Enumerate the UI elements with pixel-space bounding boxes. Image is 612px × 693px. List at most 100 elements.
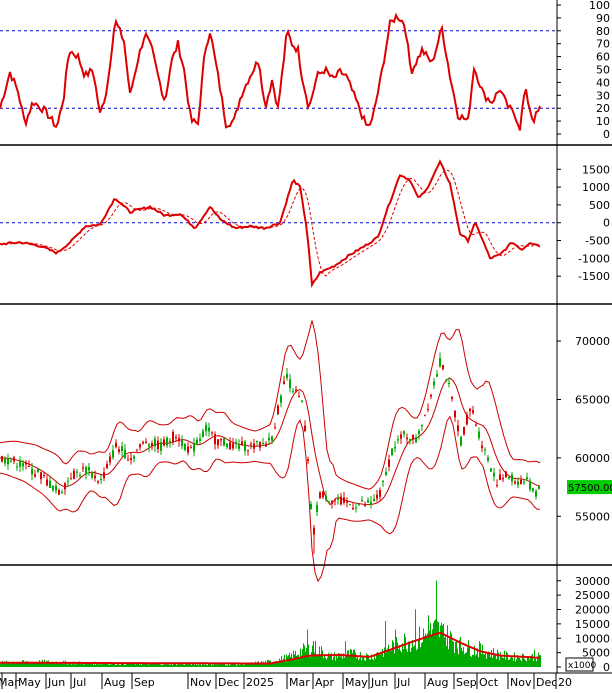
volume-bar: [319, 646, 320, 667]
volume-bar: [10, 662, 11, 667]
volume-bar: [186, 663, 187, 667]
volume-bar: [236, 665, 237, 667]
volume-bar: [105, 663, 106, 667]
volume-bar: [181, 664, 182, 667]
volume-bar: [445, 634, 446, 667]
candle-body: [517, 481, 519, 486]
volume-bar: [514, 652, 515, 667]
candle-body: [259, 442, 261, 448]
volume-bar: [253, 663, 254, 667]
candle-body: [424, 414, 426, 416]
volume-bar: [64, 661, 65, 667]
volume-bar: [194, 664, 195, 667]
volume-bar: [356, 658, 357, 667]
volume-bar: [418, 638, 419, 667]
candle-body: [190, 447, 192, 449]
candle-body: [214, 434, 216, 445]
candle-body: [244, 441, 246, 452]
candle-body: [232, 443, 234, 449]
volume-bar: [310, 657, 311, 667]
volume-bar: [537, 658, 538, 667]
candle-body: [487, 457, 489, 461]
candle-body: [37, 469, 39, 472]
candle-body: [79, 475, 81, 477]
volume-bar: [25, 661, 26, 667]
candle-body: [499, 474, 501, 481]
volume-bar: [429, 630, 430, 667]
volume-bar: [148, 664, 149, 667]
volume-bar: [239, 665, 240, 667]
volume-bar: [489, 652, 490, 667]
volume-bar: [83, 664, 84, 667]
volume-bar: [119, 664, 120, 667]
candle-body: [292, 391, 294, 393]
volume-bar: [229, 665, 230, 667]
x-tick-label: Mar: [289, 676, 310, 689]
volume-bar: [522, 653, 523, 667]
volume-bar: [337, 658, 338, 667]
volume-bar: [357, 655, 358, 667]
candle-body: [235, 441, 237, 444]
volume-bar: [470, 655, 471, 667]
volume-bar: [510, 657, 511, 667]
candle-body: [388, 459, 390, 467]
volume-bar: [92, 663, 93, 667]
volume-bar: [457, 648, 458, 667]
volume-bar: [394, 653, 395, 667]
volume-bar: [383, 656, 384, 667]
volume-bar: [26, 660, 27, 667]
volume-bar: [141, 664, 142, 667]
candle-body: [199, 438, 201, 441]
volume-bar: [227, 665, 228, 667]
volume-bar: [57, 662, 58, 667]
volume-bar: [2, 661, 3, 667]
candle-body: [46, 479, 48, 486]
candle-body: [475, 424, 477, 426]
volume-bar: [428, 615, 429, 667]
volume-bar: [490, 656, 491, 667]
volume-bar: [237, 664, 238, 667]
volume-bar: [385, 621, 386, 667]
volume-bar: [384, 647, 385, 667]
volume-bar: [449, 638, 450, 667]
bollinger-upper-band: [0, 320, 541, 490]
price-tick-label: 70000: [575, 335, 610, 348]
volume-bar: [124, 664, 125, 667]
candle-body: [493, 472, 495, 477]
volume-bar: [389, 649, 390, 667]
volume-bar: [206, 664, 207, 667]
volume-bar: [349, 655, 350, 667]
candle-body: [280, 395, 282, 403]
volume-bar: [438, 622, 439, 667]
candle-body: [355, 507, 357, 509]
volume-bar: [188, 663, 189, 667]
volume-bar: [47, 660, 48, 667]
candle-body: [58, 490, 60, 495]
volume-bar: [341, 653, 342, 667]
volume-bar: [513, 660, 514, 667]
volume-bar: [393, 642, 394, 667]
volume-bar: [209, 663, 210, 667]
volume-bar: [112, 662, 113, 667]
volume-bar: [101, 664, 102, 667]
volume-bar: [117, 662, 118, 667]
volume-bar: [260, 664, 261, 667]
volume-bar: [316, 654, 317, 667]
candle-body: [268, 437, 270, 441]
candle-body: [211, 432, 213, 434]
volume-bar: [458, 654, 459, 667]
candle-body: [523, 481, 525, 483]
volume-bar: [71, 664, 72, 667]
volume-tick-label: 25000: [575, 589, 610, 602]
candle-body: [439, 358, 441, 367]
volume-bar: [333, 656, 334, 667]
candle-body: [187, 446, 189, 453]
volume-bar: [193, 662, 194, 667]
candle-body: [16, 466, 18, 468]
candle-body: [205, 424, 207, 432]
candle-body: [31, 468, 33, 475]
candle-body: [250, 443, 252, 445]
volume-bar: [340, 656, 341, 667]
volume-bar: [423, 628, 424, 667]
volume-bar: [298, 654, 299, 667]
